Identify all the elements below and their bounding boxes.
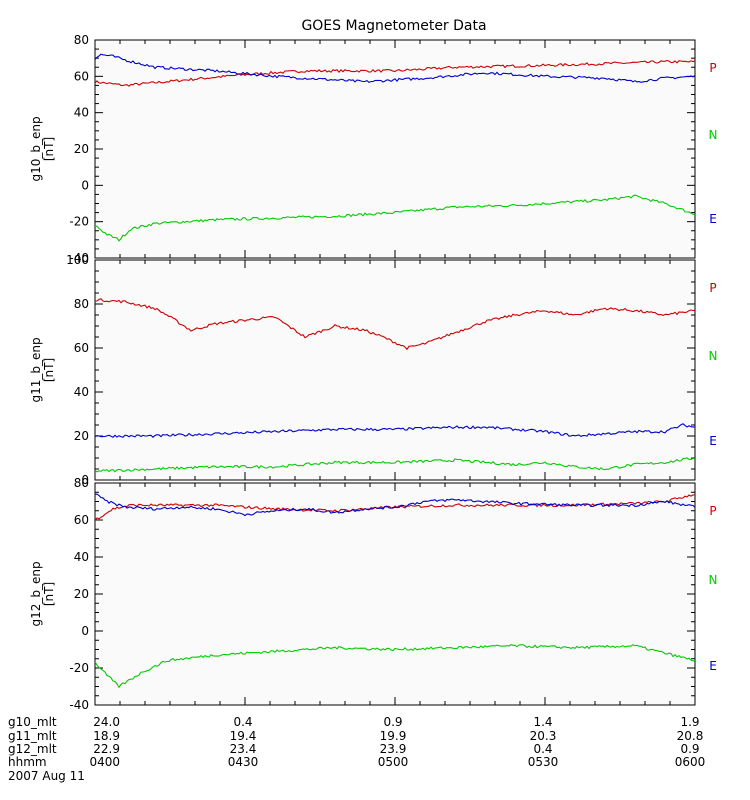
y-axis-label: g12_b_enp (29, 561, 43, 626)
chart-title: GOES Magnetometer Data (301, 18, 486, 34)
footer-row-label: g11_mlt (8, 729, 57, 743)
legend-P: P (709, 281, 716, 295)
footer-table: g10_mlt 24.0 0.4 0.9 1.4 1.9 g11_mlt 18.9 19.4 19… (8, 715, 705, 783)
y-tick-label: 0 (81, 624, 89, 638)
y-tick-label: 0 (81, 473, 89, 487)
y-tick-label: -40 (69, 251, 89, 265)
y-tick-label: 20 (74, 429, 89, 443)
y-axis-unit: [nT] (42, 137, 56, 161)
series-line-P (95, 298, 695, 351)
footer-value: 0.9 (383, 715, 402, 729)
y-axis-label: g11_b_enp (29, 337, 43, 402)
legend-N: N (709, 349, 718, 363)
legend-P: P (709, 61, 716, 75)
series-line-E (95, 53, 695, 84)
y-tick-label: 20 (74, 142, 89, 156)
footer-row-label: hhmm (8, 755, 47, 769)
y-tick-label: 0 (81, 178, 89, 192)
footer-value: 0.9 (680, 742, 699, 756)
y-tick-label: 80 (74, 476, 89, 490)
footer-value: 23.4 (230, 742, 257, 756)
y-tick-label: 100 (66, 253, 89, 267)
legend-P: P (709, 504, 716, 518)
footer-value: 19.9 (380, 729, 407, 743)
footer-value: 1.4 (533, 715, 552, 729)
y-axis-unit: [nT] (42, 582, 56, 606)
panel-3: -40 -20 0 20 40 60 80 g12_b_enp [nT] P N E (29, 476, 717, 712)
footer-value: 19.4 (230, 729, 257, 743)
y-tick-label: 40 (74, 385, 89, 399)
y-tick-label: 60 (74, 341, 89, 355)
series-line-N (95, 457, 695, 473)
footer-value: 0.4 (233, 715, 252, 729)
legend-E: E (709, 434, 717, 448)
panel-frame (94, 482, 696, 706)
series-line-N (95, 194, 695, 242)
footer-value: 0600 (675, 755, 706, 769)
series-line-P (95, 494, 695, 521)
footer-row-label: g12_mlt (8, 742, 57, 756)
legend-E: E (709, 659, 717, 673)
y-tick-label: 20 (74, 587, 89, 601)
footer-value: 0500 (378, 755, 409, 769)
panel-2: 0 20 40 60 80 100 g11_b_enp [nT] P N E (29, 253, 717, 487)
panel-1: -40 -20 0 20 40 60 80 g10_b_enp [nT] P N E (29, 33, 717, 265)
y-tick-label: 60 (74, 69, 89, 83)
footer-value: 20.3 (530, 729, 557, 743)
footer-value: 22.9 (93, 742, 120, 756)
series-line-E (95, 423, 695, 438)
footer-value: 20.8 (677, 729, 704, 743)
footer-date: 2007 Aug 11 (8, 769, 85, 783)
footer-row-label: g10_mlt (8, 715, 57, 729)
series-line-N (95, 643, 695, 689)
y-tick-label: 40 (74, 550, 89, 564)
footer-value: 23.9 (380, 742, 407, 756)
legend-E: E (709, 212, 717, 226)
footer-value: 18.9 (93, 729, 120, 743)
y-tick-label: 40 (74, 106, 89, 120)
y-axis-unit: [nT] (42, 358, 56, 382)
footer-value: 0530 (528, 755, 559, 769)
y-tick-label: 60 (74, 513, 89, 527)
footer-value: 0400 (89, 755, 120, 769)
y-axis-label: g10_b_enp (29, 116, 43, 181)
legend-N: N (709, 128, 718, 142)
panel-frame (94, 259, 696, 481)
y-tick-label: -40 (69, 698, 89, 712)
series-line-P (95, 60, 695, 87)
footer-value: 1.9 (680, 715, 699, 729)
y-tick-label: 80 (74, 33, 89, 47)
panel-frame (94, 39, 696, 259)
y-tick-label: -20 (69, 661, 89, 675)
legend-N: N (709, 573, 718, 587)
series-line-E (95, 493, 695, 517)
footer-value: 0430 (228, 755, 259, 769)
y-tick-label: -20 (69, 215, 89, 229)
y-tick-label: 80 (74, 297, 89, 311)
footer-value: 24.0 (93, 715, 120, 729)
footer-value: 0.4 (533, 742, 552, 756)
